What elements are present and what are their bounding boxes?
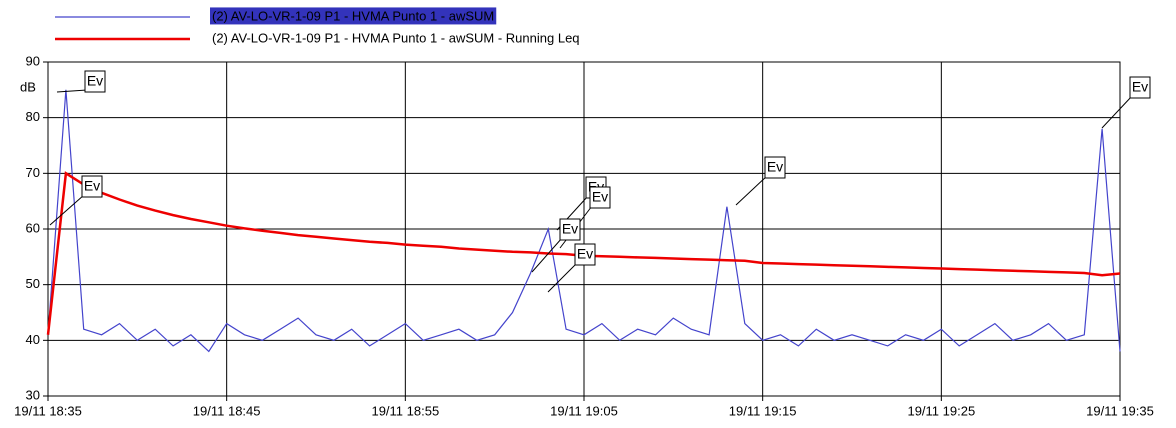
y-tick-label: 30 bbox=[26, 387, 40, 402]
annotation-box bbox=[81, 175, 103, 198]
x-tick-label: 19/11 18:35 bbox=[14, 403, 82, 418]
annotation-arrow bbox=[1101, 95, 1133, 129]
y-axis-label: dB bbox=[20, 79, 36, 94]
annotation-box bbox=[1129, 76, 1151, 99]
x-tick-label: 19/11 19:05 bbox=[550, 403, 618, 418]
annotation: Ev bbox=[562, 221, 578, 237]
legend-highlight bbox=[210, 7, 497, 25]
annotation-box bbox=[559, 218, 581, 241]
x-tick-label: 19/11 18:55 bbox=[371, 403, 439, 418]
annotation-box bbox=[764, 156, 786, 179]
legend-label: (2) AV-LO-VR-1-09 P1 - HVMA Punto 1 - aw… bbox=[212, 8, 494, 23]
annotation: Ev bbox=[84, 178, 100, 194]
y-tick-label: 70 bbox=[26, 165, 40, 180]
annotation-arrow bbox=[49, 194, 85, 226]
annotation-box bbox=[574, 243, 596, 266]
annotation-arrow bbox=[56, 89, 88, 93]
y-tick-label: 90 bbox=[26, 53, 40, 68]
x-tick-label: 19/11 19:35 bbox=[1086, 403, 1154, 418]
annotation-arrow bbox=[531, 237, 563, 273]
y-tick-label: 40 bbox=[26, 332, 40, 347]
x-tick-label: 19/11 19:25 bbox=[907, 403, 975, 418]
x-tick-label: 19/11 18:45 bbox=[193, 403, 261, 418]
annotation-arrow bbox=[547, 262, 578, 293]
y-tick-label: 80 bbox=[26, 109, 40, 124]
annotation: Ev bbox=[87, 73, 103, 89]
legend-label: (2) AV-LO-VR-1-09 P1 - HVMA Punto 1 - aw… bbox=[212, 30, 580, 45]
annotation: Ev bbox=[577, 246, 593, 262]
annotation-box bbox=[589, 186, 611, 209]
series-line bbox=[47, 89, 1121, 353]
x-tick-label: 19/11 19:15 bbox=[729, 403, 797, 418]
annotation-arrow bbox=[735, 175, 768, 206]
annotation: Ev bbox=[592, 189, 608, 205]
annotation-box bbox=[84, 70, 106, 93]
annotation: Ev bbox=[767, 159, 783, 175]
y-tick-label: 60 bbox=[26, 220, 40, 235]
annotation: Ev bbox=[1132, 79, 1148, 95]
y-tick-label: 50 bbox=[26, 276, 40, 291]
